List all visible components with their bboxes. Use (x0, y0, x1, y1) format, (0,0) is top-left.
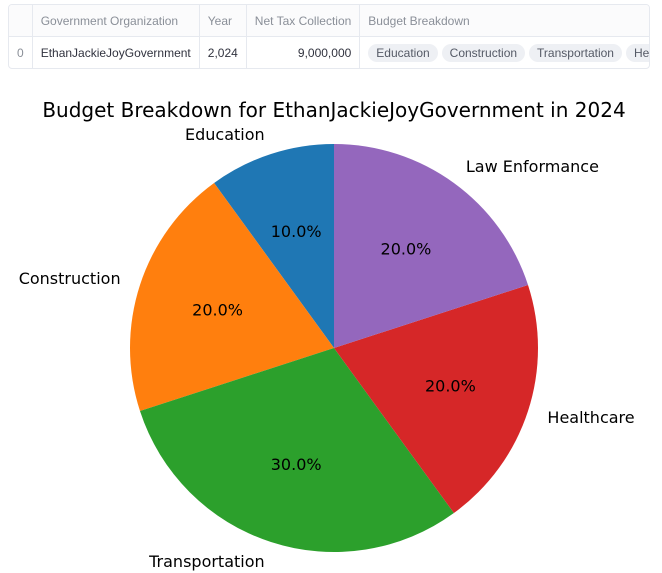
category-label-healthcare: Healthcare (547, 408, 634, 427)
category-label-education: Education (185, 125, 265, 144)
percent-label-education: 10.0% (271, 222, 322, 241)
pie-slices (130, 144, 538, 552)
category-label-transportation: Transportation (148, 552, 265, 571)
dataframe-table: Government Organization Year Net Tax Col… (8, 4, 650, 69)
column-header-net-tax[interactable]: Net Tax Collection (246, 5, 361, 37)
pie-slice-healthcare (334, 284, 538, 514)
column-header-budget-breakdown[interactable]: Budget Breakdown (359, 5, 649, 37)
year-cell[interactable]: 2,024 (199, 36, 247, 68)
table-header-row: Government Organization Year Net Tax Col… (9, 5, 649, 37)
pie-slice-law-enformance (334, 144, 529, 348)
budget-chip: Healthcare (625, 43, 649, 62)
table-row[interactable]: 0 EthanJackieJoyGovernment 2,024 9,000,0… (9, 36, 649, 68)
percent-label-transportation: 30.0% (271, 455, 322, 474)
percent-label-law-enformance: 20.0% (381, 239, 432, 258)
row-index-cell: 0 (9, 36, 33, 68)
budget-breakdown-cell[interactable]: EducationConstructionTransportationHealt… (359, 36, 649, 68)
pie-slice-transportation (139, 348, 454, 552)
pie-slice-construction (130, 182, 334, 412)
category-label-law-enformance: Law Enformance (466, 157, 599, 176)
percent-label-healthcare: 20.0% (425, 376, 476, 395)
pie-percent-labels: 10.0% 20.0% 30.0% 20.0% 20.0% (192, 222, 476, 474)
pie-category-labels: Education Construction Transportation Healt… (19, 125, 635, 571)
organization-cell[interactable]: EthanJackieJoyGovernment (32, 36, 200, 68)
pie-slice-education (214, 144, 334, 348)
budget-chip: Construction (441, 43, 526, 62)
column-header-index[interactable] (9, 5, 33, 37)
budget-chip: Transportation (529, 43, 622, 62)
data-table: Government Organization Year Net Tax Col… (9, 5, 649, 68)
column-header-year[interactable]: Year (199, 5, 247, 37)
column-header-organization[interactable]: Government Organization (32, 5, 200, 37)
net-tax-cell[interactable]: 9,000,000 (246, 36, 361, 68)
budget-chip: Education (368, 43, 438, 62)
chart-title: Budget Breakdown for EthanJackieJoyGover… (42, 98, 625, 122)
category-label-construction: Construction (19, 269, 121, 288)
percent-label-construction: 20.0% (192, 301, 243, 320)
